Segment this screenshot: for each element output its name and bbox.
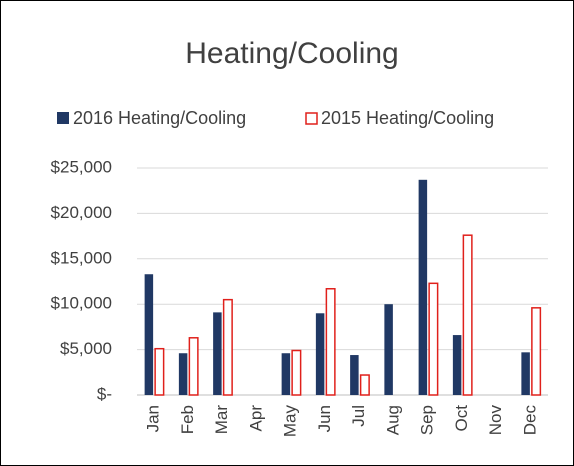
bar — [222, 298, 233, 396]
bar — [291, 349, 302, 396]
bar — [154, 347, 165, 396]
bar — [188, 337, 199, 396]
x-tick-label: Apr — [246, 405, 265, 432]
x-tick-label: Jul — [349, 405, 368, 427]
x-tick-label: Oct — [452, 405, 471, 432]
y-tick-label: $25,000 — [51, 157, 112, 176]
bar — [418, 179, 428, 395]
legend-label: 2015 Heating/Cooling — [321, 108, 494, 128]
bar — [359, 374, 370, 396]
y-tick-label: $10,000 — [51, 294, 112, 313]
bar — [350, 355, 359, 395]
x-tick-label: Sep — [418, 405, 437, 435]
bar — [213, 312, 222, 395]
x-tick-label: May — [281, 405, 300, 438]
y-tick-label: $20,000 — [51, 203, 112, 222]
x-tick-label: Nov — [486, 405, 505, 436]
legend-label: 2016 Heating/Cooling — [73, 108, 246, 128]
bar — [178, 353, 188, 395]
chart-title: Heating/Cooling — [185, 37, 398, 70]
bar — [531, 307, 542, 396]
bar — [462, 234, 473, 396]
bar — [281, 353, 291, 395]
y-tick-label: $5,000 — [60, 339, 112, 358]
bar — [384, 304, 393, 395]
legend-swatch — [57, 112, 69, 124]
y-tick-label: $- — [97, 384, 112, 403]
legend-swatch — [305, 112, 318, 125]
x-tick-label: Feb — [178, 405, 197, 434]
x-tick-label: Jun — [315, 405, 334, 432]
x-tick-label: Mar — [212, 405, 231, 435]
x-tick-label: Dec — [520, 405, 539, 436]
y-tick-label: $15,000 — [51, 248, 112, 267]
bar — [452, 335, 462, 395]
bar — [521, 352, 530, 395]
bar — [325, 288, 336, 396]
x-tick-label: Jan — [144, 405, 163, 432]
bar — [428, 282, 439, 396]
bar — [315, 313, 325, 395]
x-tick-label: Aug — [383, 405, 402, 435]
bar — [144, 274, 154, 395]
